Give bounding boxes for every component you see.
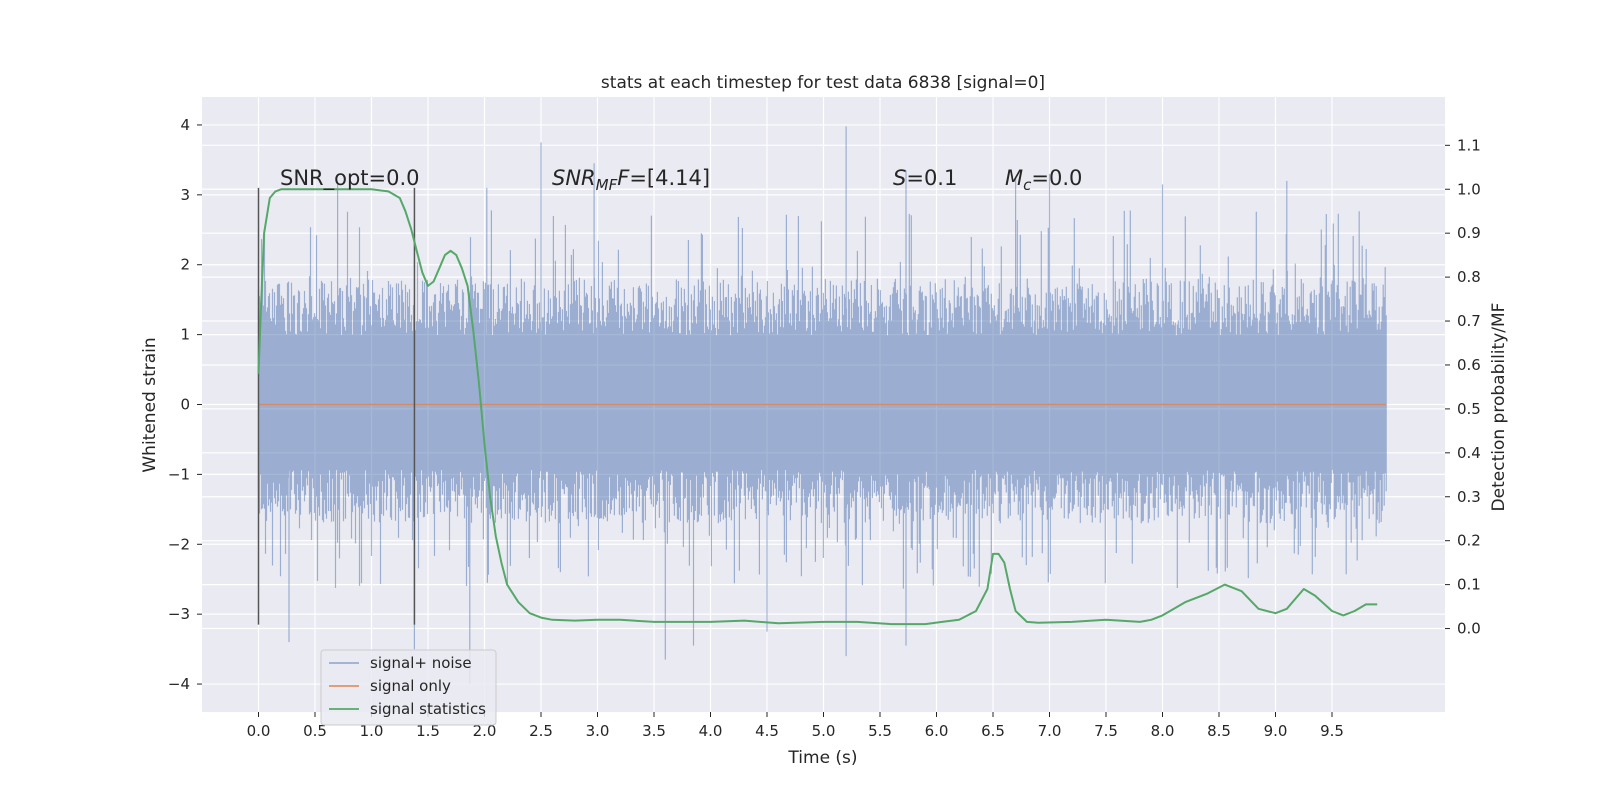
y-tick-label: 0 [180,396,190,414]
chart-title: stats at each timestep for test data 683… [601,73,1045,93]
y2-axis-label: Detection probability/MF [1489,303,1509,512]
x-tick-label: 0.5 [303,722,327,740]
x-tick-label: 4.0 [699,722,723,740]
annotation-s: S=0.1 [893,166,957,190]
series-signal-statistics [257,188,1378,626]
y-axis-ticks: −4 −3 −2 −1 0 1 2 3 4 [168,116,202,693]
x-tick-label: 3.0 [586,722,610,740]
legend-label-signal-only: signal only [370,677,451,695]
y-tick-label: −4 [168,675,190,693]
y2-tick-label: 0.2 [1457,532,1481,550]
x-tick-label: 9.5 [1320,722,1344,740]
y-axis-label: Whitened strain [140,337,160,472]
x-tick-label: 6.5 [981,722,1005,740]
x-tick-label: 5.5 [868,722,892,740]
annotation-snr-mf-subscript: MF [596,176,618,194]
annotation-snr-opt: SNR_opt=0.0 [280,166,420,191]
y-tick-label: −2 [168,535,190,553]
x-axis-ticks: 0.0 0.5 1.0 1.5 2.0 2.5 3.0 3.5 4.0 4.5 5.0 5.5 6.0 6… [247,712,1344,740]
y-tick-label: 3 [180,186,190,204]
y2-tick-label: 0.1 [1457,576,1481,594]
x-tick-label: 1.5 [416,722,440,740]
x-tick-label: 2.5 [529,722,553,740]
y2-tick-label: 1.0 [1457,180,1481,198]
y2-tick-label: 0.4 [1457,444,1481,462]
y-tick-label: −1 [168,465,190,483]
y2-tick-label: 0.8 [1457,268,1481,286]
y-tick-label: 4 [180,116,190,134]
legend: signal+ noise signal only signal statist… [320,649,497,726]
x-tick-label: 2.0 [473,722,497,740]
legend-box [320,649,497,726]
annotation-mc-value: =0.0 [1031,166,1082,190]
y2-tick-label: 0.9 [1457,224,1481,242]
annotation-mc: Mc=0.0 [1005,166,1082,194]
x-tick-label: 1.0 [360,722,384,740]
annotation-s-value: =0.1 [906,166,957,190]
y-tick-label: −3 [168,605,190,623]
x-tick-label: 6.0 [925,722,949,740]
y-tick-label: 1 [180,326,190,344]
legend-label-signal-noise: signal+ noise [370,654,472,672]
statistics-trace [257,188,1378,626]
x-tick-label: 3.5 [642,722,666,740]
annotation-snr-mf: SNRMFF=[4.14] [552,166,710,194]
annotation-s-symbol: S [893,166,906,190]
x-tick-label: 7.5 [1094,722,1118,740]
y2-tick-label: 0.5 [1457,400,1481,418]
y2-tick-label: 0.7 [1457,312,1481,330]
annotation-mc-symbol: M [1005,166,1023,190]
annotation-snr-mf-value: =[4.14] [629,166,710,190]
y2-tick-label: 0.3 [1457,488,1481,506]
x-tick-label: 5.0 [812,722,836,740]
x-tick-label: 8.0 [1151,722,1175,740]
x-tick-label: 8.5 [1207,722,1231,740]
y2-axis-ticks: 0.0 0.1 0.2 0.3 0.4 0.5 0.6 0.7 0.8 0.9 1.0 1.1 [1445,136,1481,638]
annotation-mc-subscript: c [1023,176,1032,194]
x-axis-label: Time (s) [787,748,857,768]
legend-label-signal-statistics: signal statistics [370,700,486,718]
x-tick-label: 9.0 [1264,722,1288,740]
x-tick-label: 0.0 [247,722,271,740]
x-tick-label: 4.5 [755,722,779,740]
annotation-snr-mf-symbol: SNR [552,166,596,190]
y2-tick-label: 0.6 [1457,356,1481,374]
y2-tick-label: 1.1 [1457,136,1481,154]
x-tick-label: 7.0 [1038,722,1062,740]
y2-tick-label: 0.0 [1457,620,1481,638]
y-tick-label: 2 [180,256,190,274]
marker-lines [257,187,416,625]
